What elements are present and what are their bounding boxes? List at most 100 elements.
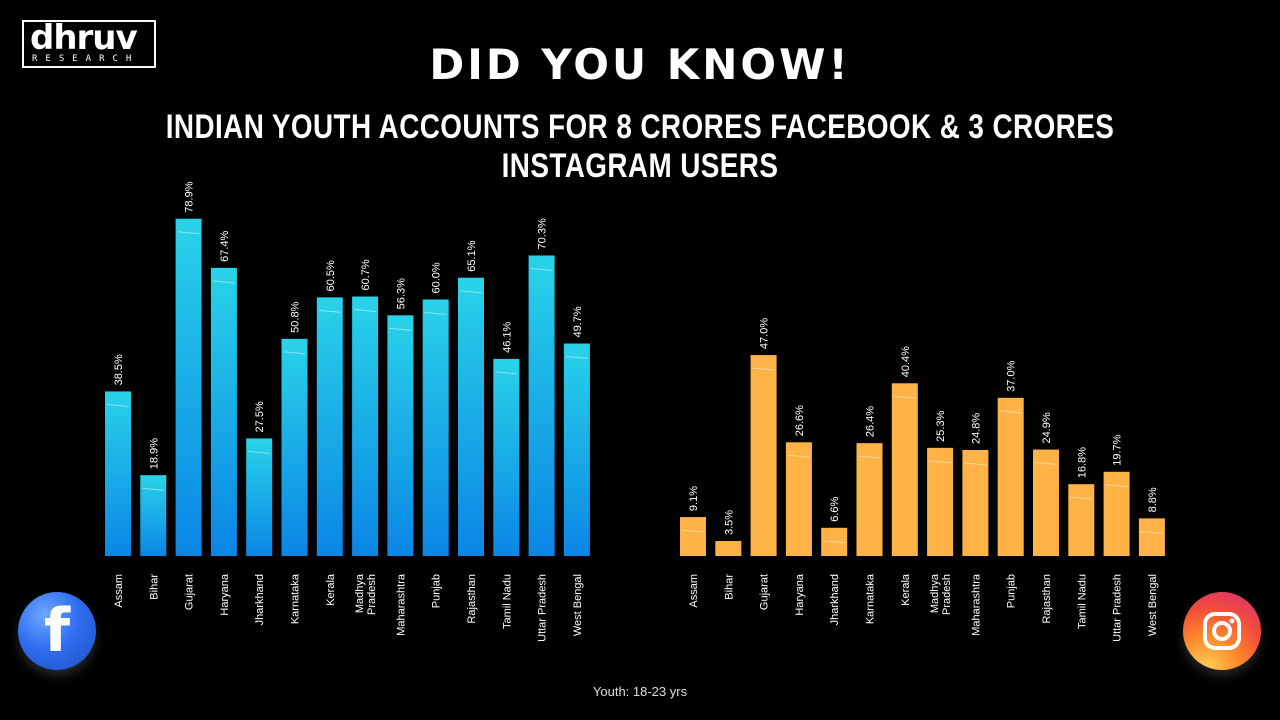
facebook-bar bbox=[493, 358, 520, 556]
facebook-f-glyph: f bbox=[43, 596, 71, 666]
facebook-bar bbox=[246, 438, 273, 556]
instagram-category-label: Pradesh bbox=[941, 574, 953, 615]
brand-logo: dhruv RESEARCH bbox=[22, 18, 156, 68]
instagram-category-label: Haryana bbox=[794, 573, 806, 615]
instagram-value-label: 47.0% bbox=[759, 318, 771, 349]
instagram-bar-highlight bbox=[1105, 484, 1128, 488]
instagram-bar bbox=[715, 541, 742, 556]
facebook-bar-highlight bbox=[106, 403, 130, 407]
facebook-bar bbox=[422, 299, 449, 556]
facebook-value-label: 60.7% bbox=[360, 259, 372, 290]
facebook-bar bbox=[352, 296, 379, 556]
instagram-value-label: 16.8% bbox=[1076, 447, 1088, 478]
instagram-bar bbox=[1068, 484, 1095, 556]
facebook-bar-highlight bbox=[212, 280, 235, 284]
headline: DID YOU KNOW! bbox=[429, 40, 851, 89]
instagram-bar bbox=[750, 355, 777, 556]
instagram-bar bbox=[680, 517, 706, 556]
instagram-bar-highlight bbox=[681, 529, 705, 533]
instagram-bar-highlight bbox=[1034, 462, 1058, 466]
facebook-bar-highlight bbox=[283, 351, 306, 355]
facebook-bar-highlight bbox=[389, 327, 412, 331]
instagram-bar bbox=[1033, 449, 1059, 556]
facebook-bar bbox=[458, 277, 484, 556]
facebook-category-label: Uttar Pradesh bbox=[537, 574, 549, 642]
facebook-category-label: Maharashtra bbox=[395, 573, 407, 636]
instagram-bar-highlight bbox=[964, 462, 987, 466]
instagram-category-label: Assam bbox=[688, 574, 700, 608]
instagram-camera-glyph bbox=[1203, 612, 1241, 650]
instagram-bar-highlight bbox=[1140, 530, 1163, 534]
instagram-category-label: West Bengal bbox=[1147, 574, 1159, 636]
facebook-value-label: 49.7% bbox=[572, 306, 584, 337]
facebook-bar-highlight bbox=[177, 231, 200, 235]
facebook-value-label: 50.8% bbox=[290, 301, 302, 332]
facebook-category-label: Jharkhand bbox=[254, 574, 266, 625]
brand-tagline: RESEARCH bbox=[32, 54, 140, 64]
footnote: Youth: 18-23 yrs bbox=[592, 684, 688, 699]
instagram-value-label: 8.8% bbox=[1147, 487, 1159, 512]
facebook-category-label: Punjab bbox=[431, 574, 443, 608]
facebook-bar-highlight bbox=[318, 309, 341, 313]
subheadline: INDIAN YOUTH ACCOUNTS FOR 8 CRORES FACEB… bbox=[165, 108, 1115, 185]
facebook-bar bbox=[281, 338, 308, 556]
facebook-value-label: 65.1% bbox=[466, 240, 478, 271]
instagram-category-label: Jharkhand bbox=[829, 574, 841, 625]
instagram-value-label: 40.4% bbox=[900, 346, 912, 377]
facebook-bar-highlight bbox=[248, 450, 271, 454]
instagram-bar bbox=[821, 527, 848, 556]
facebook-bar-highlight bbox=[565, 356, 588, 360]
instagram-bar bbox=[1138, 518, 1165, 556]
facebook-category-label: Tamil Nadu bbox=[501, 574, 513, 629]
instagram-value-label: 26.4% bbox=[865, 406, 877, 437]
instagram-bar-highlight bbox=[787, 454, 810, 458]
facebook-value-label: 38.5% bbox=[113, 354, 125, 385]
instagram-bar bbox=[856, 443, 883, 556]
instagram-category-label: Rajasthan bbox=[1041, 574, 1053, 624]
instagram-bar-highlight bbox=[999, 410, 1022, 414]
instagram-value-label: 19.7% bbox=[1112, 434, 1124, 465]
instagram-bar bbox=[997, 397, 1024, 556]
facebook-value-label: 67.4% bbox=[219, 230, 231, 261]
facebook-value-label: 46.1% bbox=[501, 322, 513, 353]
facebook-category-label: West Bengal bbox=[572, 574, 584, 636]
brand-logo-band bbox=[24, 52, 154, 66]
facebook-icon: f bbox=[18, 592, 96, 670]
facebook-category-label: Karnataka bbox=[290, 573, 302, 624]
instagram-bar-highlight bbox=[752, 367, 775, 371]
instagram-bar-highlight bbox=[858, 455, 881, 459]
facebook-value-label: 78.9% bbox=[184, 181, 196, 212]
instagram-icon bbox=[1183, 592, 1261, 670]
instagram-value-label: 24.8% bbox=[970, 413, 982, 444]
facebook-value-label: 60.0% bbox=[431, 262, 443, 293]
facebook-bar bbox=[140, 475, 167, 556]
instagram-bar-highlight bbox=[929, 460, 952, 464]
facebook-bar bbox=[210, 267, 237, 556]
instagram-bar bbox=[927, 447, 954, 556]
instagram-category-label: Uttar Pradesh bbox=[1112, 574, 1124, 642]
facebook-bar bbox=[387, 315, 414, 556]
facebook-category-label: Rajasthan bbox=[466, 574, 478, 624]
instagram-category-label: Punjab bbox=[1006, 574, 1018, 608]
instagram-value-label: 25.3% bbox=[935, 410, 947, 441]
facebook-value-label: 70.3% bbox=[537, 218, 549, 249]
instagram-category-label: Gujarat bbox=[759, 574, 771, 610]
facebook-category-label: Assam bbox=[113, 574, 125, 608]
facebook-category-label: Madhya bbox=[354, 573, 366, 613]
facebook-bar-highlight bbox=[354, 309, 377, 313]
instagram-value-label: 24.9% bbox=[1041, 412, 1053, 443]
facebook-bar bbox=[316, 297, 343, 556]
facebook-bar-highlight bbox=[459, 290, 483, 294]
instagram-value-label: 26.6% bbox=[794, 405, 806, 436]
instagram-category-label: Kerala bbox=[900, 573, 912, 606]
facebook-category-label: Bihar bbox=[148, 574, 160, 600]
instagram-bar-highlight bbox=[893, 395, 916, 399]
instagram-bar-highlight bbox=[1070, 496, 1093, 500]
facebook-bar-highlight bbox=[142, 487, 165, 491]
facebook-bar-highlight bbox=[495, 371, 518, 375]
facebook-bar bbox=[175, 218, 202, 556]
instagram-category-label: Karnataka bbox=[865, 573, 877, 624]
facebook-category-label: Gujarat bbox=[184, 574, 196, 610]
facebook-bar bbox=[105, 391, 131, 556]
instagram-category-label: Tamil Nadu bbox=[1076, 574, 1088, 629]
